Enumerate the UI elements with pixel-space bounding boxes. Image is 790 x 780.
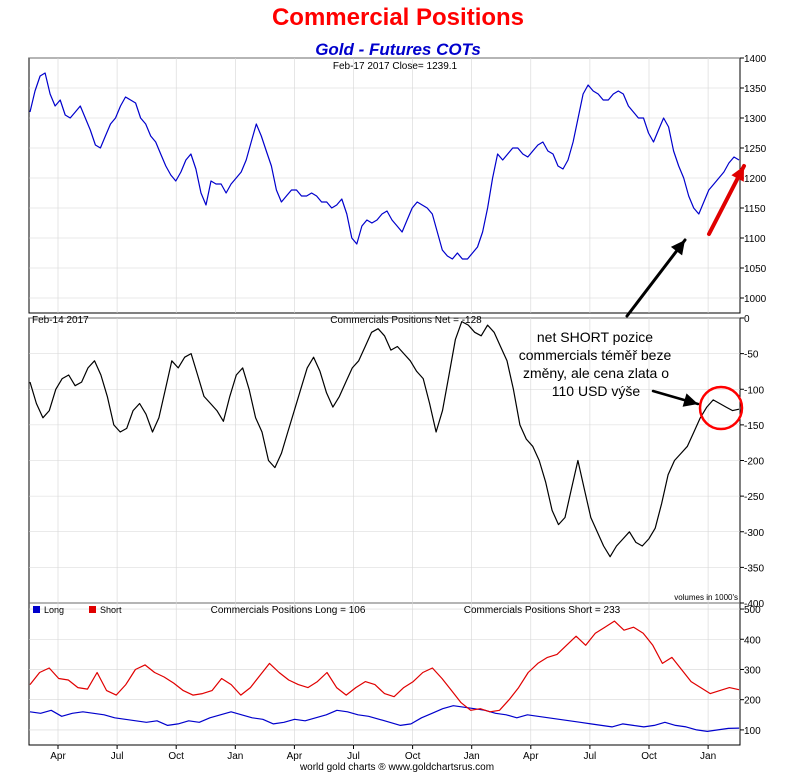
annotation-line-3: změny, ale cena zlata o xyxy=(523,365,669,381)
x-tick-label: Apr xyxy=(287,751,303,762)
x-tick-label: Jan xyxy=(700,751,716,762)
axis-ticks: 1000 1050 1100 1150 1200 1250 1300 1350 1400 0 -50… xyxy=(50,54,766,762)
pointer-arrow-black-head xyxy=(670,240,685,256)
x-tick-label: Oct xyxy=(641,751,657,762)
annotation: net SHORT pozice commercials téměř beze … xyxy=(519,164,746,431)
pointer-arrow-red-head xyxy=(731,166,744,182)
x-tick-label: Apr xyxy=(523,751,539,762)
grid-lines xyxy=(29,57,740,745)
y-tick-label: -300 xyxy=(744,528,764,539)
long-series-line xyxy=(29,705,740,733)
volumes-note: volumes in 1000's xyxy=(674,593,738,602)
x-tick-label: Jul xyxy=(584,751,597,762)
legend-long-swatch xyxy=(33,606,40,613)
legend-short-swatch xyxy=(89,606,96,613)
short-panel-title: Commercials Positions Short = 233 xyxy=(464,605,621,616)
x-tick-label: Oct xyxy=(168,751,184,762)
y-tick-label: -350 xyxy=(744,563,764,574)
y-tick-label: 1250 xyxy=(744,144,767,155)
y-tick-label: 1000 xyxy=(744,294,767,305)
y-tick-label: 1350 xyxy=(744,84,767,95)
x-tick-label: Jul xyxy=(347,751,360,762)
short-series-line xyxy=(29,620,740,713)
pointer-arrow-black-shaft xyxy=(625,238,687,318)
x-tick-label: Jan xyxy=(464,751,480,762)
net-panel-title: Commercials Positions Net = -128 xyxy=(330,315,482,326)
y-tick-label: -100 xyxy=(744,385,764,396)
long-panel-title: Commercials Positions Long = 106 xyxy=(211,605,366,616)
legend-short-label: Short xyxy=(100,605,122,615)
panel-labels: Feb-17 2017 Close= 1239.1 Feb-14 2017 Co… xyxy=(32,61,738,773)
y-tick-label: 1050 xyxy=(744,264,767,275)
y-tick-label: -250 xyxy=(744,492,764,503)
annotation-line-2: commercials téměř beze xyxy=(519,347,672,363)
x-tick-label: Oct xyxy=(405,751,421,762)
y-tick-label: 500 xyxy=(744,605,761,616)
net-panel-date: Feb-14 2017 xyxy=(32,315,89,326)
price-panel-title: Feb-17 2017 Close= 1239.1 xyxy=(333,61,458,72)
net-series-line xyxy=(29,321,740,558)
y-tick-label: 1300 xyxy=(744,114,767,125)
chart-subtitle: Gold - Futures COTs xyxy=(315,40,481,59)
y-tick-label: 200 xyxy=(744,696,761,707)
x-tick-label: Apr xyxy=(50,751,66,762)
highlight-circle xyxy=(698,385,744,431)
y-tick-label: 100 xyxy=(744,726,761,737)
y-tick-label: -200 xyxy=(744,457,764,468)
annotation-line-4: 110 USD výše xyxy=(552,383,641,399)
y-tick-label: -150 xyxy=(744,421,764,432)
series-lines xyxy=(29,72,740,733)
y-tick-label: -400 xyxy=(744,599,764,610)
panel-frame-3 xyxy=(28,602,741,746)
y-tick-label: 300 xyxy=(744,665,761,676)
annotation-line-1: net SHORT pozice xyxy=(537,329,653,345)
y-tick-label: -50 xyxy=(744,350,759,361)
y-tick-label: 400 xyxy=(744,635,761,646)
chart-title: Commercial Positions xyxy=(271,4,525,31)
footer-credit: world gold charts ® www.goldchartsrus.co… xyxy=(299,762,494,773)
y-tick-label: 1400 xyxy=(744,54,767,65)
price-series-line xyxy=(29,72,740,260)
legend-long-label: Long xyxy=(44,605,64,615)
x-tick-label: Jan xyxy=(227,751,243,762)
y-tick-label: 1200 xyxy=(744,174,767,185)
x-tick-label: Jul xyxy=(111,751,124,762)
panel-frame-1 xyxy=(28,57,741,314)
y-tick-label: 1100 xyxy=(744,234,766,245)
y-tick-label: 0 xyxy=(744,314,750,325)
panel-frames xyxy=(28,57,741,746)
y-tick-label: 1150 xyxy=(744,204,766,215)
pointer-arrow-to-circle-head xyxy=(682,393,698,407)
